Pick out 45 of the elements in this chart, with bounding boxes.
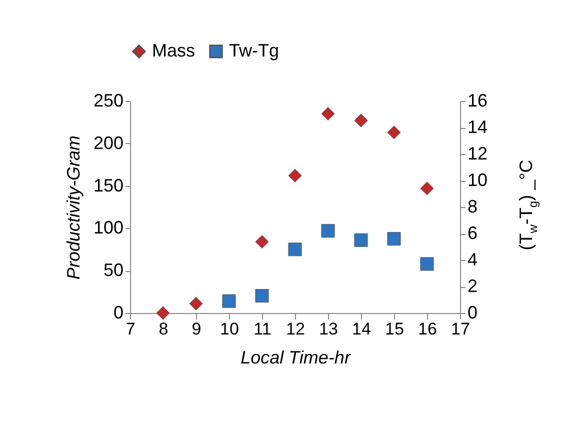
point — [420, 182, 434, 196]
legend-label: Mass — [152, 40, 196, 60]
legend-label: Tw-Tg — [229, 40, 280, 60]
y2-tick-label: 8 — [468, 196, 478, 216]
point — [387, 232, 401, 246]
x-tick-label: 16 — [418, 320, 437, 338]
x-tick-label: 12 — [286, 320, 305, 338]
x-tick-label: 9 — [192, 320, 202, 338]
y2-tick-label: 2 — [468, 276, 478, 296]
point — [222, 294, 236, 308]
point — [255, 289, 269, 303]
point — [387, 126, 401, 140]
x-axis-title: Local Time-hr — [240, 348, 352, 368]
x-tick-label: 15 — [385, 320, 404, 338]
y2-tick-label: 14 — [468, 117, 488, 137]
point — [420, 257, 434, 271]
point — [354, 114, 368, 128]
x-tick-label: 8 — [158, 320, 168, 338]
x-tick-label: 13 — [319, 320, 338, 338]
x-tick-label: 17 — [451, 320, 470, 338]
y2-tick-label: 10 — [468, 170, 488, 190]
x-tick-label: 7 — [126, 320, 136, 338]
y-tick-label: 100 — [93, 218, 124, 238]
y2-tick-label: 4 — [468, 250, 478, 270]
x-tick-label: 10 — [220, 320, 239, 338]
y-tick-label: 150 — [93, 175, 124, 196]
y2-tick-label: 6 — [468, 223, 478, 243]
y2-tick-label: 0 — [468, 302, 478, 322]
point — [354, 233, 368, 247]
point — [189, 296, 203, 310]
point — [288, 168, 302, 182]
point — [321, 224, 335, 238]
point — [255, 235, 269, 249]
y-axis-title: Productivity-Gram — [63, 135, 84, 280]
point — [156, 306, 170, 320]
y-tick-label: 50 — [103, 260, 124, 280]
y-tick-label: 250 — [93, 90, 124, 110]
x-tick-label: 11 — [254, 320, 272, 338]
point — [288, 242, 302, 256]
y-tick-label: 200 — [93, 132, 124, 153]
y-tick-label: 0 — [113, 302, 124, 322]
point — [321, 106, 335, 120]
x-tick-label: 14 — [352, 320, 371, 338]
y2-tick-label: 12 — [468, 144, 488, 164]
y2-tick-label: 16 — [468, 90, 488, 110]
